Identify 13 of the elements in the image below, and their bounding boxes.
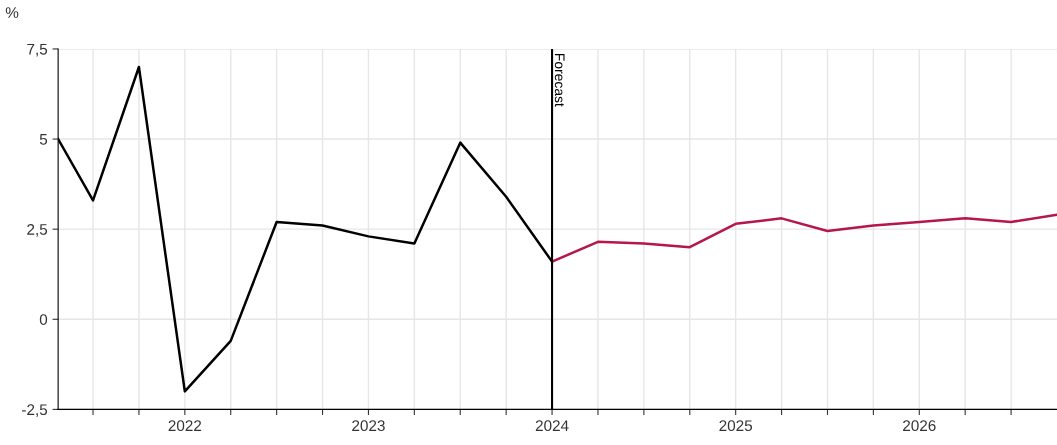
y-tick-label: -2,5	[22, 404, 48, 417]
x-tick-label: 2023	[352, 420, 385, 432]
y-tick-label: 7,5	[27, 43, 48, 57]
x-tick-label: 2024	[535, 420, 569, 432]
y-axis-title: %	[5, 7, 19, 18]
x-tick-label: 2025	[719, 420, 753, 432]
y-tick-label: 0	[39, 314, 48, 325]
y-tick-label: 2,5	[27, 224, 48, 237]
x-tick-label: 2026	[903, 420, 936, 432]
y-tick-label: 5	[39, 134, 48, 145]
x-tick-label: 2022	[168, 420, 202, 432]
line-series	[550, 213, 1057, 263]
ref-line-label: Forecast	[554, 53, 565, 107]
